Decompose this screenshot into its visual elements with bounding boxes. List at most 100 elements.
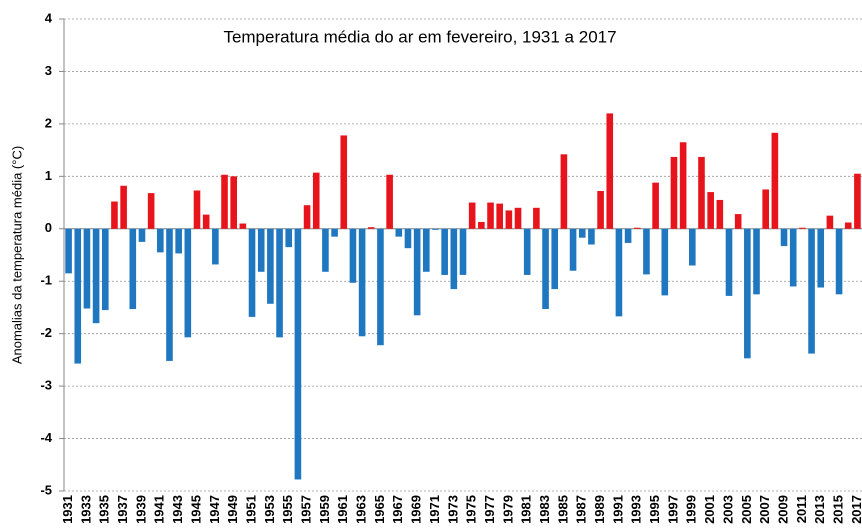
bar — [147, 193, 155, 229]
x-tick-label: 1993 — [629, 495, 644, 524]
x-tick-label: 1997 — [665, 495, 680, 524]
bar — [835, 228, 843, 295]
x-tick-label: 1931 — [60, 495, 75, 524]
x-tick-label: 1971 — [427, 495, 442, 524]
x-tick-label: 1999 — [684, 495, 699, 524]
bar — [560, 154, 568, 229]
bar — [340, 135, 348, 229]
x-tick-label: 1945 — [188, 495, 203, 524]
bar — [762, 189, 769, 229]
bar — [633, 227, 641, 229]
x-tick-label: 1965 — [372, 495, 387, 524]
bar — [624, 228, 632, 243]
x-tick-label: 1985 — [555, 495, 570, 524]
bar — [423, 228, 430, 272]
y-tick-label: -5 — [40, 482, 52, 497]
bar — [74, 228, 82, 364]
bar — [808, 228, 815, 354]
bar — [239, 223, 247, 229]
bar — [193, 190, 201, 229]
x-tick-label: 1947 — [207, 495, 222, 524]
bar — [588, 228, 595, 245]
bar — [441, 228, 448, 275]
bar — [184, 228, 192, 338]
bar — [817, 228, 825, 288]
x-tick-label: 1939 — [133, 495, 148, 524]
bar — [753, 228, 760, 295]
bar — [386, 174, 393, 229]
bar — [533, 207, 540, 229]
x-tick-label: 2015 — [831, 495, 846, 524]
bar — [523, 228, 531, 275]
x-tick-label: 1981 — [519, 495, 534, 524]
x-tick-label: 1967 — [390, 495, 405, 524]
bar — [615, 228, 623, 317]
x-tick-label: 1977 — [482, 495, 497, 524]
bar — [496, 203, 503, 229]
x-tick-label: 1953 — [262, 495, 277, 524]
bar — [312, 172, 320, 229]
bar — [129, 228, 137, 310]
bar — [202, 214, 210, 229]
bar — [606, 113, 614, 229]
bar — [689, 228, 696, 266]
bar — [450, 228, 458, 290]
x-tick-label: 1955 — [280, 495, 295, 524]
bar — [542, 228, 549, 310]
bar — [844, 222, 852, 229]
bar — [505, 210, 513, 229]
bar — [294, 228, 302, 480]
bar — [459, 228, 467, 275]
y-tick-label: 1 — [45, 168, 52, 183]
bar — [826, 215, 834, 229]
x-tick-label: 1933 — [78, 495, 93, 524]
x-tick-label: 2001 — [702, 495, 717, 524]
x-tick-label: 1941 — [152, 495, 167, 524]
y-tick-label: 3 — [45, 63, 52, 78]
bar — [101, 228, 109, 311]
bar — [661, 228, 669, 296]
x-tick-label: 2009 — [775, 495, 790, 524]
bar — [569, 228, 577, 271]
x-tick-label: 1989 — [592, 495, 607, 524]
bar — [432, 228, 439, 230]
bar — [514, 207, 522, 229]
x-tick-label: 2017 — [849, 495, 862, 524]
x-tick-label: 1973 — [445, 495, 460, 524]
bar — [404, 228, 412, 249]
x-tick-label: 2005 — [739, 495, 754, 524]
y-axis-label: Anomalias da temperatura média (°C) — [9, 146, 24, 364]
x-tick-label: 1935 — [97, 495, 112, 524]
x-tick-label: 1991 — [610, 495, 625, 524]
bar — [578, 228, 586, 238]
bar — [92, 228, 100, 324]
bar — [65, 228, 72, 274]
bar — [468, 202, 476, 229]
bar — [413, 228, 421, 316]
x-tick-label: 2011 — [794, 495, 809, 523]
bar — [725, 228, 733, 296]
bar — [322, 228, 329, 272]
y-tick-label: 0 — [45, 220, 52, 235]
bar — [83, 228, 91, 309]
bar — [349, 228, 357, 283]
bar — [670, 156, 678, 229]
x-tick-label: 1961 — [335, 495, 350, 524]
x-tick-label: 1949 — [225, 495, 240, 524]
x-tick-label: 1943 — [170, 495, 185, 524]
x-tick-label: 1979 — [500, 495, 515, 524]
bar — [707, 192, 714, 229]
bar — [221, 174, 228, 229]
y-tick-label: -1 — [40, 273, 52, 288]
bar — [478, 221, 485, 229]
bar — [166, 228, 173, 361]
x-tick-label: 1969 — [409, 495, 424, 524]
x-tick-label: 1959 — [317, 495, 332, 524]
bar — [799, 227, 806, 229]
bar — [138, 228, 146, 242]
bar — [698, 156, 705, 229]
bar — [854, 173, 861, 229]
bar — [257, 228, 265, 272]
y-tick-label: -3 — [40, 378, 52, 393]
bar — [679, 142, 687, 229]
